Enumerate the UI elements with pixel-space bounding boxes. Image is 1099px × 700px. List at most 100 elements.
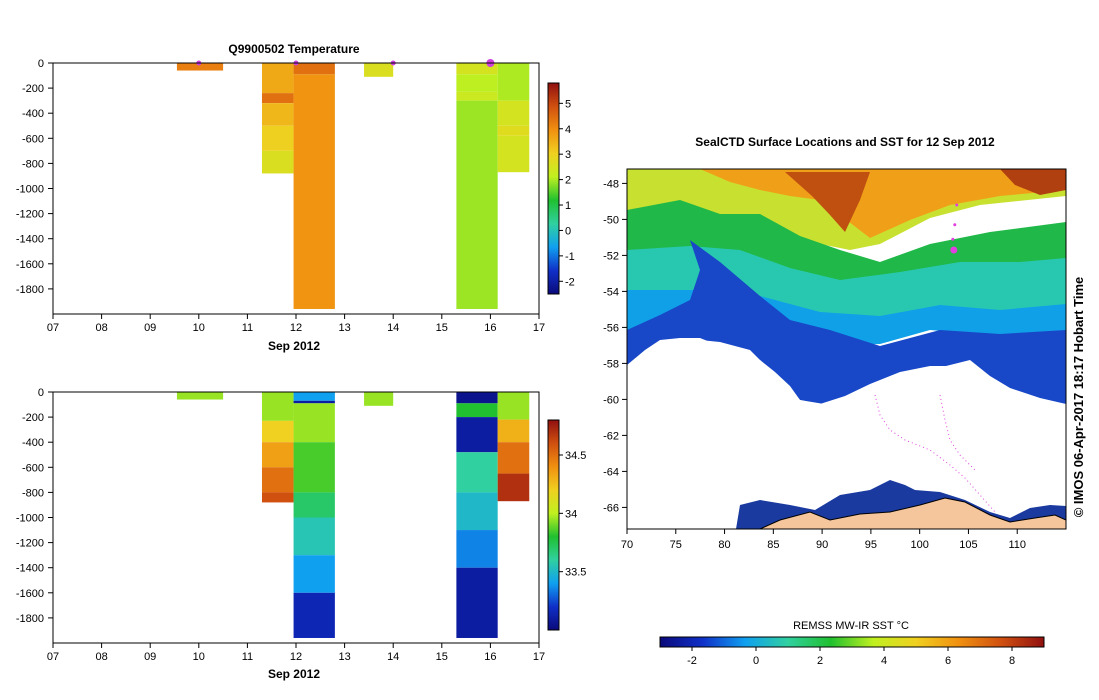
y-tick-label: -400 <box>22 437 44 449</box>
cell-salinity-section-2-3 <box>294 442 335 492</box>
colorbar-tick-label: 33.5 <box>565 567 586 579</box>
map-colorbar-tick-label: -2 <box>687 655 697 667</box>
y-tick-label: 0 <box>38 58 44 70</box>
cell-temperature-section-3-0 <box>364 63 393 77</box>
temperature-title: Q9900502 Temperature <box>228 42 360 56</box>
x-tick-label: 12 <box>290 322 302 334</box>
map-colorbar-tick-label: 8 <box>1009 655 1015 667</box>
map-colorbar-label: REMSS MW-IR SST °C <box>793 620 909 632</box>
x-tick-label: 07 <box>47 651 59 663</box>
colorbar-tick-label: 2 <box>565 175 571 187</box>
map-colorbar-tick-label: 0 <box>753 655 759 667</box>
cell-temperature-section-5-2 <box>498 126 530 136</box>
colorbar-tick-label: 5 <box>565 98 571 110</box>
cell-temperature-section-1-2 <box>262 103 294 126</box>
salinity-colorbar <box>548 420 559 630</box>
map-y-tick-label: -58 <box>603 358 619 370</box>
cell-temperature-section-4-3 <box>456 101 497 309</box>
map-x-ticks: 70 75 80 85 90 95 100 105 110 <box>621 529 1026 551</box>
cell-salinity-section-4-0 <box>456 392 497 403</box>
cell-salinity-section-5-1 <box>498 420 530 443</box>
colorbar-tick-label: -1 <box>565 251 575 263</box>
x-tick-label: 17 <box>533 322 545 334</box>
map-y-tick-label: -52 <box>603 250 619 262</box>
colorbar-tick-label: 3 <box>565 149 571 161</box>
salinity-colorbar-ticks: 34.5 34 33.5 <box>559 450 586 579</box>
map-x-tick-label: 95 <box>865 539 877 551</box>
cell-salinity-section-1-1 <box>262 421 294 442</box>
x-tick-label: 11 <box>242 651 253 663</box>
y-tick-label: -1400 <box>16 563 44 575</box>
x-tick-label: 09 <box>144 322 156 334</box>
cell-salinity-section-2-5 <box>294 518 335 556</box>
temperature-y-ticks: 0-200-400-600-800-1000-1200-1400-1600-18… <box>16 58 53 296</box>
x-tick-label: 10 <box>193 651 205 663</box>
cell-salinity-section-0-0 <box>177 392 223 400</box>
colorbar-tick-label: 34 <box>565 508 577 520</box>
cell-salinity-section-5-2 <box>498 442 530 473</box>
cell-temperature-section-5-0 <box>498 63 530 101</box>
cell-temperature-section-5-1 <box>498 101 530 126</box>
cell-temperature-section-1-1 <box>262 93 294 103</box>
map-x-tick-label: 100 <box>910 539 928 551</box>
map-y-tick-label: -50 <box>603 214 619 226</box>
surface-location-point <box>953 223 956 226</box>
cell-temperature-section-4-2 <box>456 92 497 101</box>
cell-salinity-section-1-3 <box>262 467 294 492</box>
cell-salinity-section-2-4 <box>294 492 335 517</box>
colorbar-tick-label: 4 <box>565 124 571 136</box>
map-x-tick-label: 80 <box>718 539 730 551</box>
cell-salinity-section-4-3 <box>456 452 497 492</box>
map-x-tick-label: 70 <box>621 539 633 551</box>
map-x-tick-label: 110 <box>1008 539 1026 551</box>
y-tick-label: -400 <box>22 108 44 120</box>
map-y-tick-label: -64 <box>603 466 619 478</box>
map-y-tick-label: -56 <box>603 322 619 334</box>
cell-salinity-section-5-3 <box>498 474 530 502</box>
x-tick-label: 09 <box>144 651 156 663</box>
cell-salinity-section-5-0 <box>498 392 530 420</box>
x-tick-label: 14 <box>387 651 399 663</box>
map-title: SealCTD Surface Locations and SST for 12… <box>695 135 995 149</box>
y-tick-label: -1800 <box>16 284 44 296</box>
x-tick-label: 11 <box>242 322 253 334</box>
y-tick-label: 0 <box>38 387 44 399</box>
map-colorbar-tick-label: 6 <box>945 655 951 667</box>
x-tick-label: 16 <box>484 651 496 663</box>
cell-salinity-section-3-0 <box>364 392 393 406</box>
colorbar-tick-label: -2 <box>565 276 575 288</box>
x-tick-label: 10 <box>193 322 205 334</box>
figure: Q9900502 Temperature 07 08 09 10 11 12 13 14 15 1… <box>0 0 1099 700</box>
y-tick-label: -1000 <box>16 513 44 525</box>
colorbar-tick-label: 34.5 <box>565 450 586 462</box>
x-tick-label: 15 <box>436 322 448 334</box>
salinity-y-ticks: 0 -200 -400 -600 -800 -1000 -1200 -1400 -1600 -18… <box>16 387 53 625</box>
y-tick-label: -1800 <box>16 613 44 625</box>
y-tick-label: -1200 <box>16 538 44 550</box>
x-tick-label: 17 <box>533 651 545 663</box>
cell-salinity-section-4-6 <box>456 568 497 638</box>
map-x-tick-label: 85 <box>767 539 779 551</box>
cell-temperature-section-1-0 <box>262 63 294 93</box>
salinity-x-label: Sep 2012 <box>268 667 320 681</box>
colorbar-tick-label: 1 <box>565 200 571 212</box>
cell-salinity-section-2-0 <box>294 392 335 401</box>
colorbar-tick-label: 0 <box>565 225 571 237</box>
x-tick-label: 08 <box>95 322 107 334</box>
x-tick-label: 13 <box>338 322 350 334</box>
salinity-cells <box>177 392 529 638</box>
x-tick-label: 13 <box>338 651 350 663</box>
map-y-tick-label: -54 <box>603 286 619 298</box>
map-y-tick-label: -48 <box>603 178 619 190</box>
cell-temperature-section-2-1 <box>294 74 335 309</box>
y-tick-label: -200 <box>22 412 44 424</box>
sst-field <box>627 169 1066 529</box>
map-colorbar-tick-label: 2 <box>817 655 823 667</box>
cell-salinity-section-1-0 <box>262 392 294 421</box>
x-tick-label: 15 <box>436 651 448 663</box>
y-tick-label: -1000 <box>16 184 44 196</box>
cell-temperature-section-2-0 <box>294 63 335 74</box>
temperature-x-label: Sep 2012 <box>268 339 320 353</box>
map-y-tick-label: -62 <box>603 430 619 442</box>
y-tick-label: -1600 <box>16 259 44 271</box>
